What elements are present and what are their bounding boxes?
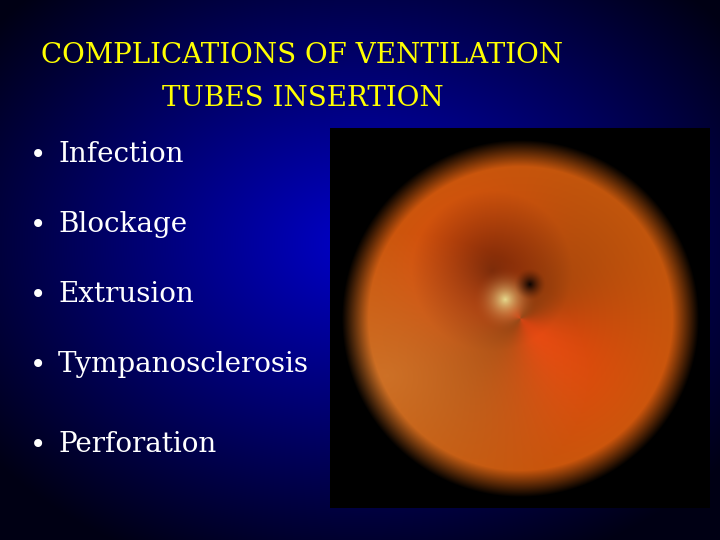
- Text: Infection: Infection: [58, 141, 184, 168]
- Text: •: •: [30, 211, 46, 239]
- Text: •: •: [30, 351, 46, 379]
- Text: Blockage: Blockage: [58, 212, 187, 239]
- Text: TUBES INSERTION: TUBES INSERTION: [161, 85, 444, 112]
- Text: •: •: [30, 141, 46, 169]
- Text: Tympanosclerosis: Tympanosclerosis: [58, 352, 309, 379]
- Text: Extrusion: Extrusion: [58, 281, 194, 308]
- Text: COMPLICATIONS OF VENTILATION: COMPLICATIONS OF VENTILATION: [41, 42, 564, 69]
- Text: •: •: [30, 281, 46, 309]
- Text: •: •: [30, 431, 46, 459]
- Text: Perforation: Perforation: [58, 431, 216, 458]
